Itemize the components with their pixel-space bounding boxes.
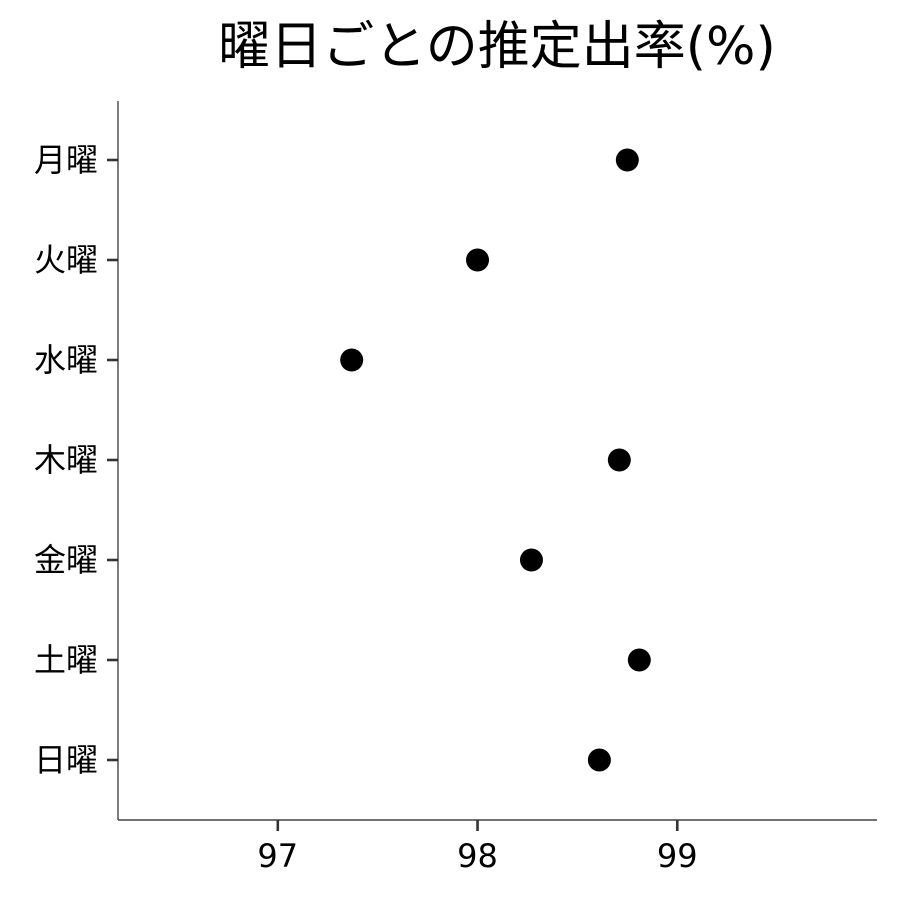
y-tick-label: 土曜 xyxy=(34,641,98,679)
x-tick-label: 99 xyxy=(657,837,698,875)
y-tick-label: 水曜 xyxy=(34,341,98,379)
data-points xyxy=(340,148,651,772)
x-tick-label: 97 xyxy=(257,837,298,875)
y-tick-label: 金曜 xyxy=(34,541,98,579)
y-tick-label: 日曜 xyxy=(34,741,98,779)
data-point xyxy=(615,148,639,172)
data-point xyxy=(519,548,543,572)
data-point xyxy=(340,348,364,372)
chart-title: 曜日ごとの推定出率(%) xyxy=(218,17,775,77)
y-tick-label: 木曜 xyxy=(34,441,98,479)
data-point xyxy=(607,448,631,472)
data-point xyxy=(466,248,490,272)
x-ticks: 97 98 99 xyxy=(257,820,698,875)
y-tick-label: 月曜 xyxy=(34,141,98,179)
data-point xyxy=(587,748,611,772)
axes xyxy=(117,101,877,821)
data-point xyxy=(627,648,651,672)
y-tick-label: 火曜 xyxy=(34,241,98,279)
x-tick-label: 98 xyxy=(457,837,498,875)
